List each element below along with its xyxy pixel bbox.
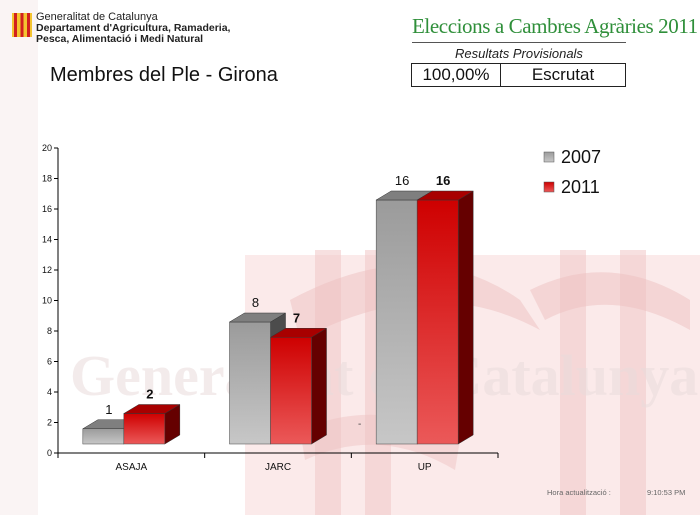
data-label: 7 [293,310,300,325]
results-label: Resultats Provisionals [455,46,583,61]
bar-front-face [82,428,125,445]
bar-up-2011 [416,190,475,445]
scrutiny-status: Escrutat [531,65,595,84]
y-tick-label: 6 [47,357,52,367]
scrutiny-percent: 100,00% [412,64,501,86]
y-tick-label: 4 [47,387,52,397]
bar-side-face [311,327,327,445]
x-tick-label: UP [418,462,432,473]
update-time-label: Hora actualització : [547,488,611,497]
bar-top-face [228,312,287,323]
data-label: 2 [146,387,153,402]
y-tick-label: 18 [42,174,52,184]
event-title: Eleccions a Cambres Agràries 2011 [412,14,698,38]
data-label: 16 [436,173,450,188]
bar-front-face [375,199,418,445]
scrutiny-box: 100,00% Escrutat [411,63,626,87]
legend-label: 2007 [561,147,601,167]
chart-annotation: - [358,419,361,430]
y-tick-label: 0 [47,448,52,458]
bar-top-face [122,404,181,414]
bar-front-face [270,337,312,445]
bar-front-face [416,199,459,445]
legend-swatch [543,181,555,193]
y-tick-label: 8 [47,326,52,336]
data-label: 16 [395,173,409,188]
bar-jarc-2011 [269,327,328,445]
organization-name: Generalitat de Catalunya Departament d'A… [36,12,230,45]
y-tick-label: 10 [42,296,52,306]
org-line-2: Departament d'Agricultura, Ramaderia, [36,22,231,34]
legend-item-2007: 2007 [543,147,601,167]
bar-top-face [269,328,328,338]
y-tick-label: 16 [42,204,52,214]
watermark-left-band [0,0,38,515]
watermark-shape [530,272,690,330]
page-title: Membres del Ple - Girona [50,64,278,86]
x-tick-label: JARC [265,462,291,473]
org-line-3: Pesca, Alimentació i Medi Natural [36,33,204,45]
y-tick-label: 2 [47,418,52,428]
event-title-underline [412,42,626,43]
org-line-1: Generalitat de Catalunya [36,11,158,23]
bar-front-face [123,413,166,445]
y-tick-label: 20 [42,143,52,153]
bar-front-face [229,321,271,445]
y-tick-label: 12 [42,265,52,275]
bar-asaja-2011 [122,404,181,445]
legend-item-2011: 2011 [543,177,600,197]
y-tick-label: 14 [42,235,52,245]
generalitat-logo [12,13,32,37]
bar-side-face [457,190,474,445]
legend-swatch [543,151,555,163]
data-label: 1 [105,402,112,417]
bar-top-face [416,190,475,201]
update-time-value: 9:10:53 PM [647,488,686,497]
x-tick-label: ASAJA [115,462,147,473]
legend-label: 2011 [561,177,600,197]
data-label: 8 [252,295,259,310]
